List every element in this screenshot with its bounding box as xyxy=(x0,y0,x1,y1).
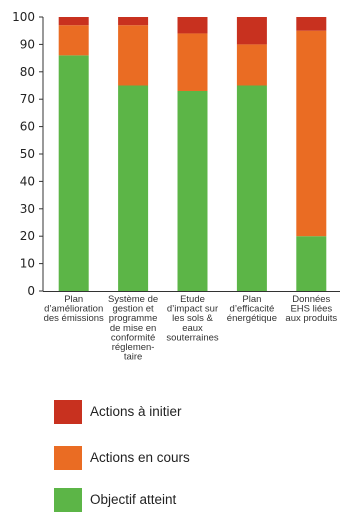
y-tick-label: 30 xyxy=(20,202,35,216)
stacked-bar-chart: 0 10 20 30 40 50 60 70 80 90 100 Plan d’amélioratio… xyxy=(12,10,340,363)
bar-segment xyxy=(236,44,267,86)
bar-segment xyxy=(118,85,149,291)
bar-segment xyxy=(58,55,89,291)
bar-segment xyxy=(177,17,208,34)
legend-swatch xyxy=(54,446,82,470)
legend-swatch xyxy=(54,488,82,512)
bar-segment xyxy=(58,17,89,26)
bar-segment xyxy=(236,17,267,45)
category-label: Plan d’efficacité énergétique xyxy=(227,294,277,324)
bar-segment xyxy=(296,236,327,291)
y-tick-label: 100 xyxy=(12,10,35,24)
legend-item-actions-a-initier: Actions à initier xyxy=(54,400,314,424)
legend-item-actions-en-cours: Actions en cours xyxy=(54,446,314,470)
bar-segment xyxy=(236,85,267,291)
y-axis: 0 10 20 30 40 50 60 70 80 90 100 xyxy=(12,10,340,298)
legend-label: Objectif atteint xyxy=(90,492,177,507)
category-label: Système de gestion et programme de mise en c… xyxy=(108,294,158,363)
bar-segment xyxy=(58,25,89,56)
bar-segment xyxy=(118,25,149,86)
bar-segment xyxy=(177,33,208,91)
y-tick-label: 10 xyxy=(20,257,35,271)
bar-segment xyxy=(296,17,327,31)
bars xyxy=(58,17,327,291)
legend-item-objectif-atteint: Objectif atteint xyxy=(54,488,314,512)
y-tick-label: 60 xyxy=(20,120,35,134)
legend-label: Actions à initier xyxy=(90,404,182,419)
category-label: Plan d’amélioration des émissions xyxy=(44,294,104,324)
bar-segment xyxy=(118,17,149,26)
bar-segment xyxy=(296,30,327,237)
legend-label: Actions en cours xyxy=(90,450,190,465)
y-tick-label: 0 xyxy=(27,284,35,298)
y-tick-label: 90 xyxy=(20,37,35,51)
y-tick-label: 40 xyxy=(20,174,35,188)
bar-segment xyxy=(177,90,208,291)
y-tick-label: 80 xyxy=(20,65,35,79)
legend-swatch xyxy=(54,400,82,424)
y-tick-label: 70 xyxy=(20,92,35,106)
y-tick-label: 20 xyxy=(20,229,35,243)
category-label: Etude d’impact sur les sols & eaux souterrai… xyxy=(166,294,219,343)
category-label: Données EHS liées aux produits xyxy=(285,294,337,324)
y-tick-label: 50 xyxy=(20,147,35,161)
